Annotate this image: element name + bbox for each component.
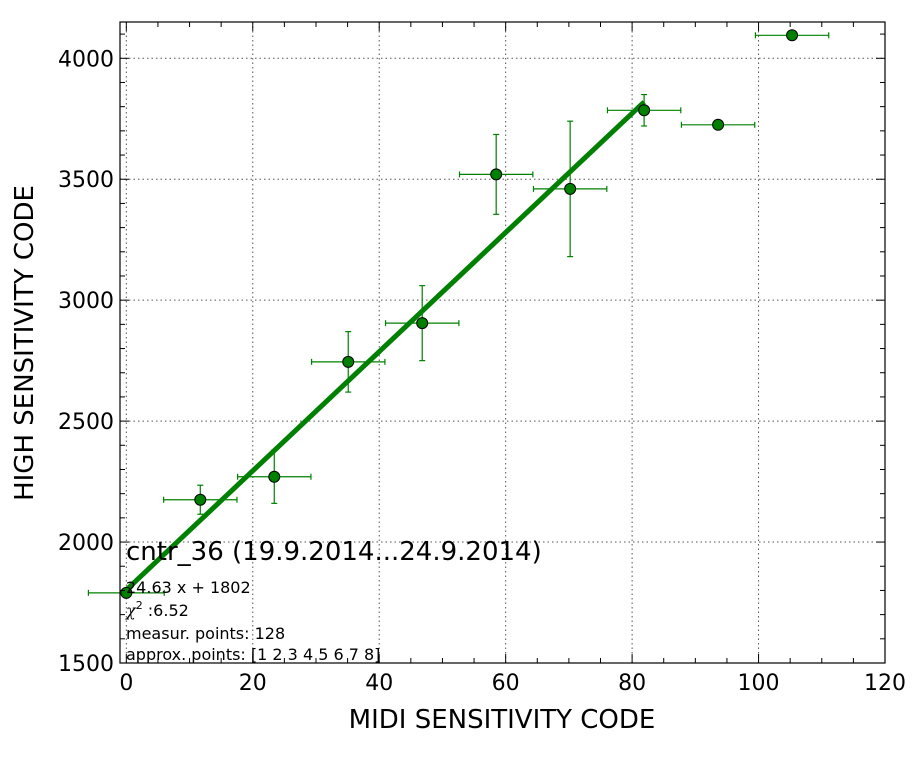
data-point: [342, 355, 355, 368]
annotation-measur-points: measur. points: 128: [126, 624, 285, 643]
tick-labels: 0 20 40 60 80 100 120 1500 2000 2500 3000 3500 4000: [58, 47, 906, 696]
x-tick-label: 60: [492, 671, 520, 696]
data-point: [490, 168, 503, 181]
annotation-equation: 24.63 x + 1802: [126, 578, 251, 597]
y-tick-label: 2500: [58, 410, 114, 435]
y-axis-label: HIGH SENSITIVITY CODE: [10, 185, 40, 501]
data-points: [120, 29, 799, 599]
data-point: [564, 182, 577, 195]
fit-line-layer: [124, 100, 646, 592]
x-tick-label: 100: [738, 671, 780, 696]
data-point: [194, 493, 207, 506]
plot-frame: [119, 21, 886, 664]
x-tick-label: 20: [239, 671, 267, 696]
x-tick-label: 120: [864, 671, 906, 696]
annotation-approx-points: approx. points: [1 2 3 4 5 6 7 8]: [126, 645, 380, 664]
data-point: [786, 29, 799, 42]
x-axis-label: MIDI SENSITIVITY CODE: [349, 705, 656, 735]
y-tick-label: 1500: [58, 652, 114, 677]
chi2-symbol: χ: [125, 601, 137, 620]
ticks: [120, 22, 886, 664]
annotation-chi2: χ2 :6.52: [125, 599, 189, 620]
data-point: [268, 470, 281, 483]
chi2-exponent: 2: [136, 599, 143, 612]
x-tick-label: 40: [365, 671, 393, 696]
fit-line: [124, 100, 646, 592]
annotation-box: cntr_36 (19.9.2014...24.9.2014) 24.63 x …: [125, 537, 542, 664]
data-point: [712, 118, 725, 131]
x-tick-label: 80: [618, 671, 646, 696]
y-tick-label: 4000: [58, 47, 114, 72]
annotation-title: cntr_36 (19.9.2014...24.9.2014): [126, 537, 542, 567]
y-tick-label: 3000: [58, 289, 114, 314]
y-tick-label: 2000: [58, 531, 114, 556]
chi2-value: :6.52: [143, 601, 189, 620]
x-tick-label: 0: [119, 671, 133, 696]
y-tick-label: 3500: [58, 168, 114, 193]
data-point: [638, 104, 651, 117]
data-point: [416, 317, 429, 330]
